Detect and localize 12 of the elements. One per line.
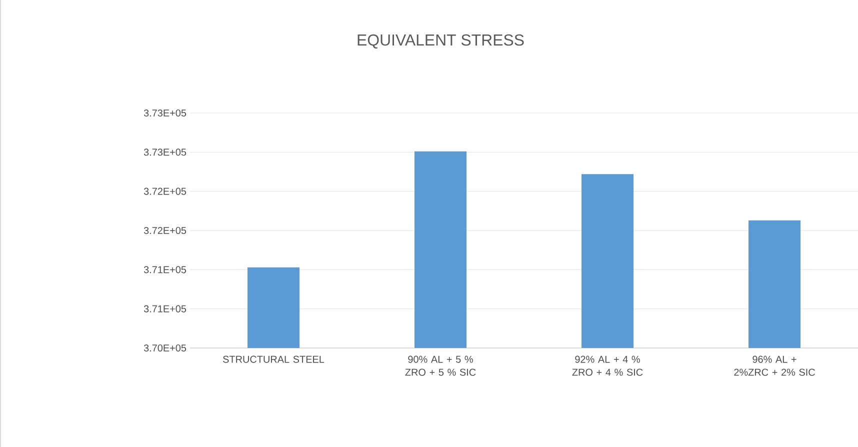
x-tick-label: 92% AL + 4 % ZRO + 4 % SIC [572,356,643,376]
x-tick-label: 96% AL + 2%ZRC + 2% SIC [734,356,815,376]
y-tick-label: 3.72E+05 [144,188,186,195]
y-tick-label: 3.72E+05 [144,226,186,234]
x-tick-label: STRUCTURAL STEEL [223,356,324,363]
y-tick-label: 3.73E+05 [144,109,186,117]
x-tick-label: 90% AL + 5 % ZRO + 5 % SIC [405,356,476,376]
y-tick-label: 3.73E+05 [144,148,186,156]
chart-title: EQUIVALENT STRESS [358,34,524,48]
y-tick-label: 3.70E+05 [144,344,186,352]
y-tick-label: 3.71E+05 [144,305,186,312]
y-tick-label: 3.71E+05 [144,266,186,274]
